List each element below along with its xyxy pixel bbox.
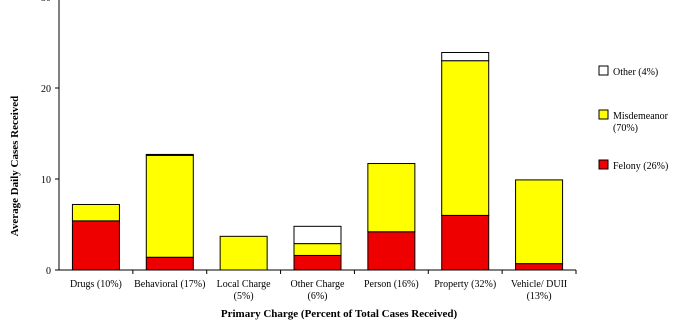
category-label: Drugs (10%)	[70, 279, 122, 290]
category-label: Property (32%)	[434, 279, 496, 290]
legend-swatch	[598, 109, 609, 120]
legend-swatch	[598, 65, 609, 76]
y-tick-label: 20	[41, 84, 51, 95]
x-axis-title: Primary Charge (Percent of Total Cases R…	[221, 308, 458, 320]
category-label: Local Charge (5%)	[217, 279, 272, 302]
legend-label: Felony (26%)	[613, 161, 668, 172]
bar-segment	[293, 243, 342, 256]
category-label: Vehicle/ DUII (13%)	[511, 279, 567, 302]
category-label: Behavioral (17%)	[134, 279, 205, 290]
plot-area: 0 10 20 30 Drugs (10%) Behavioral (17%) Local …	[41, 0, 577, 302]
bar-segment	[293, 225, 342, 245]
bar-segment	[441, 214, 490, 271]
bar-segment	[219, 235, 268, 271]
y-axis-title: Average Daily Cases Received	[9, 96, 21, 237]
legend-swatch	[598, 159, 609, 170]
bar-segment	[71, 220, 120, 271]
bar-segment	[145, 154, 194, 258]
bar-segment	[515, 179, 564, 265]
legend-label: Other (4%)	[613, 67, 658, 78]
bar-segment	[367, 231, 416, 271]
bar-segment	[71, 203, 120, 222]
bar-segment	[441, 52, 490, 62]
legend: Other (4%) Misdemeanor (70%) Felony (26%)	[598, 65, 669, 172]
bar-segment	[441, 60, 490, 216]
category-label: Other Charge (6%)	[291, 279, 346, 302]
y-tick-label: 30	[41, 0, 51, 4]
y-tick-label: 0	[46, 266, 51, 277]
category-label: Person (16%)	[364, 279, 419, 290]
bar-segment	[145, 256, 194, 271]
bar-segment	[145, 153, 194, 156]
bar-segment	[515, 263, 564, 271]
legend-label: Misdemeanor (70%)	[613, 111, 669, 134]
bar-segment	[293, 254, 342, 271]
bar-segment	[367, 163, 416, 233]
y-tick-label: 10	[41, 175, 51, 186]
